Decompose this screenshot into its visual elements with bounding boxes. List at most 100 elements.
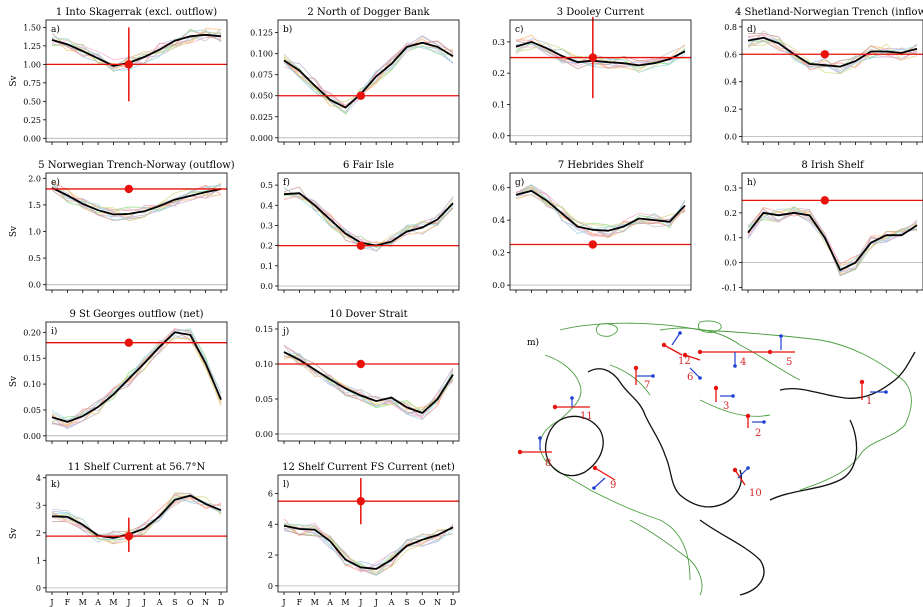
axes-frame: [509, 19, 692, 143]
x-tick-label: O: [187, 598, 194, 607]
ensemble-line: [747, 209, 918, 267]
section-label: 3: [723, 401, 729, 412]
y-tick-label: 0.0: [492, 281, 505, 290]
section-end-marker: [633, 365, 639, 371]
x-tick-label: O: [419, 598, 426, 607]
y-tick-label: 0: [268, 582, 273, 591]
panel-title: 5 Norwegian Trench-Norway (outflow): [38, 160, 235, 171]
x-tick-label: A: [326, 598, 333, 607]
panel-letter: c): [515, 24, 524, 35]
ensemble-line: [283, 187, 454, 250]
y-tick-label: 0.10: [23, 380, 41, 389]
ensemble-line: [283, 354, 454, 414]
ensemble-line: [283, 195, 454, 249]
y-tick-label: 0.0: [28, 281, 41, 290]
section-label: 10: [749, 488, 762, 499]
x-tick-label: S: [172, 598, 177, 607]
panel-letter: k): [51, 479, 60, 490]
panel-title: 10 Dover Strait: [329, 309, 407, 320]
x-tick-label: J: [358, 598, 362, 607]
y-tick-label: 0.3: [260, 221, 273, 230]
section-end-marker: [859, 379, 865, 385]
axes-frame: [741, 19, 923, 143]
ensemble-line: [52, 337, 222, 425]
section-end-marker: [767, 349, 773, 355]
panel-title: 11 Shelf Current at 56.7°N: [68, 462, 206, 473]
y-tick-label: 0.2: [492, 69, 505, 78]
x-tick-label: F: [65, 598, 71, 607]
ensemble-line: [51, 337, 222, 428]
flow-arrow-head: [762, 420, 766, 424]
flow-arrow-head: [884, 390, 888, 394]
flow-arrow-head: [733, 364, 737, 368]
y-axis-label: Sv: [9, 527, 19, 539]
ensemble-line: [283, 186, 454, 246]
y-tick-label: 0.5: [28, 254, 41, 263]
y-tick-label: 0.10: [255, 360, 273, 369]
chart-panel: 0.0 0.1 0.2 0.3 3 Dooley Current c): [492, 7, 692, 145]
section-label: 6: [687, 372, 693, 383]
section-end-marker: [661, 342, 667, 348]
panel-title: 6 Fair Isle: [343, 160, 394, 171]
y-axis-label: Sv: [9, 375, 19, 387]
y-tick-label: 0.1: [492, 100, 505, 109]
y-tick-label: 1.25: [23, 42, 41, 51]
chart-panel: 0.0 0.2 0.4 0.6 7 Hebrides Shelf g): [492, 160, 692, 293]
section-line: [684, 354, 701, 361]
ensemble-line: [283, 34, 454, 109]
flow-arrow-head: [746, 466, 750, 470]
section-end-marker: [592, 465, 598, 471]
panel-title: 12 Shelf Current FS Current (net): [282, 462, 455, 473]
y-tick-label: 0.0: [724, 133, 737, 142]
chart-panel: 0.0 0.1 0.2 0.3 0.4 0.5 6 Fair Isle f): [260, 160, 460, 293]
panel-letter: b): [283, 24, 292, 35]
y-tick-label: 1.5: [28, 201, 41, 210]
flow-arrow-head: [570, 396, 574, 400]
chart-panel: 0.00 0.25 0.50 0.75 1.00 1.25 1.50 1 Into Skage…: [9, 7, 228, 145]
panel-title: 3 Dooley Current: [557, 7, 645, 18]
y-tick-label: 0.2: [724, 209, 737, 218]
ensemble-line: [515, 40, 686, 70]
y-tick-label: 2: [36, 529, 41, 538]
y-tick-label: 0.2: [492, 249, 505, 258]
axes-frame: [277, 172, 460, 291]
x-tick-label: A: [94, 598, 101, 607]
panel-letter: e): [51, 177, 60, 188]
ensemble-line: [515, 185, 686, 227]
y-tick-label: 2.0: [28, 174, 41, 183]
ensemble-line: [747, 207, 918, 276]
mean-line: [283, 41, 454, 109]
ensemble-line: [515, 184, 686, 235]
y-tick-label: 0.1: [724, 234, 737, 243]
x-tick-label: M: [311, 598, 319, 607]
panel-title: 7 Hebrides Shelf: [558, 160, 645, 171]
axes-frame: [277, 19, 460, 143]
chart-panel: 0.0 0.5 1.0 1.5 2.0 5 Norwegian Trench-Norway…: [9, 160, 235, 293]
y-tick-label: 0.1: [260, 262, 273, 271]
ensemble-line: [283, 46, 454, 109]
ensemble-line: [51, 185, 222, 214]
panel-letter: f): [283, 177, 290, 188]
chart-panel: 0.000 0.025 0.050 0.075 0.100 0.125 2 North of…: [250, 7, 460, 145]
ensemble-line: [283, 187, 454, 249]
mean-line: [747, 211, 918, 272]
ensemble-line: [51, 492, 222, 538]
section-label: 7: [644, 380, 650, 391]
x-tick-label: J: [281, 598, 285, 607]
flow-arrow-head: [651, 374, 655, 378]
island-contour: [596, 320, 722, 337]
section-end-marker: [713, 385, 719, 391]
y-tick-label: 0.125: [250, 29, 273, 38]
reference-point: [356, 91, 366, 100]
y-tick-label: 0.000: [250, 134, 273, 143]
y-tick-label: 0.2: [260, 242, 273, 251]
y-tick-label: 0.5: [260, 181, 273, 190]
section-label: 4: [740, 357, 746, 368]
y-tick-label: 0.0: [492, 132, 505, 141]
ensemble-line: [51, 187, 222, 218]
y-tick-label: 0.15: [23, 354, 41, 363]
